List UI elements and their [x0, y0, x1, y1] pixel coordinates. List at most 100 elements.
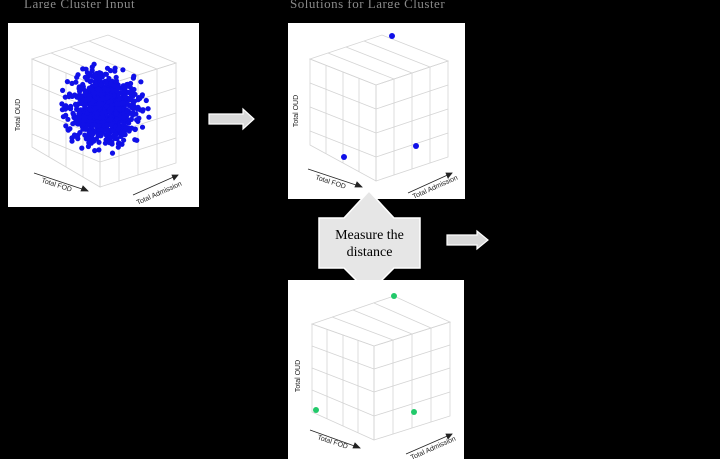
cluster-point — [104, 80, 110, 86]
cluster-point — [146, 114, 152, 120]
reference-ylabel: Total OUD — [295, 360, 302, 392]
cluster-point — [102, 127, 108, 133]
cluster-point — [69, 80, 75, 86]
cluster-point — [73, 79, 79, 85]
cluster-point — [128, 80, 134, 87]
cluster-point — [105, 131, 111, 137]
input-cluster-plot: Total OUD Total FOD Total Admission — [8, 23, 199, 207]
cluster-point — [98, 92, 104, 98]
arrow-to-solution — [208, 107, 255, 131]
solution-point — [341, 154, 347, 160]
cluster-point — [76, 110, 82, 116]
cluster-point — [96, 70, 102, 76]
cluster-point — [103, 137, 109, 143]
cluster-point — [86, 94, 92, 100]
input-title: Large Cluster Input — [24, 0, 136, 8]
cluster-point — [83, 115, 89, 121]
cluster-point — [109, 105, 115, 111]
cluster-point — [122, 84, 128, 91]
cluster-point — [120, 130, 126, 137]
reference-point — [411, 409, 417, 415]
reference-xlabel: Total FOD — [316, 434, 348, 450]
input-ylabel: Total OUD — [15, 99, 22, 131]
cluster-point — [117, 95, 123, 101]
cluster-point — [145, 106, 151, 112]
input-xlabel: Total FOD — [40, 177, 72, 193]
reference-point — [391, 293, 397, 299]
solution-plot: Total OUD Total FOD Total Admission — [288, 23, 465, 199]
cluster-point — [74, 94, 80, 100]
cluster-point — [82, 132, 88, 138]
cluster-point — [113, 110, 119, 116]
cluster-point — [67, 92, 73, 98]
solution-ylabel: Total OUD — [293, 95, 300, 127]
cluster-point — [133, 111, 139, 117]
cluster-point — [83, 88, 89, 94]
cluster-point — [101, 95, 107, 102]
solution-points — [341, 33, 419, 160]
reference-axis-arrows — [309, 429, 453, 455]
cluster-point — [128, 116, 134, 122]
cluster-point — [125, 89, 131, 95]
cluster-point — [87, 114, 93, 120]
measure-distance-label: Measure the distance — [335, 228, 404, 260]
reference-plot: Total OUD Total FOD Total Admission — [288, 280, 464, 459]
cluster-point — [87, 107, 93, 113]
cluster-point — [124, 112, 130, 118]
cluster-point — [71, 132, 78, 138]
cluster-point — [80, 66, 86, 72]
reference-zlabel: Total Admission — [410, 435, 457, 459]
cluster-point — [103, 103, 110, 109]
cluster-point — [137, 95, 143, 101]
cluster-point — [93, 82, 99, 88]
cluster-point — [91, 61, 97, 67]
input-cube-svg: Total OUD Total FOD Total Admission — [15, 34, 183, 207]
cluster-point — [65, 116, 71, 122]
cluster-point — [138, 79, 144, 85]
solution-title: Solutions for Large Cluster — [290, 0, 446, 8]
cluster-point — [63, 123, 69, 129]
cluster-point — [60, 114, 66, 120]
cluster-point — [109, 150, 116, 156]
cluster-point — [84, 111, 90, 117]
cluster-point — [120, 67, 126, 73]
solution-point — [413, 143, 419, 149]
cluster-point — [105, 87, 111, 93]
cluster-point — [89, 136, 95, 142]
cluster-point — [121, 88, 127, 95]
cluster-point — [79, 145, 85, 151]
cluster-point — [119, 141, 125, 147]
cluster-point — [113, 101, 119, 107]
cluster-point — [124, 100, 130, 107]
cluster-point — [139, 124, 146, 130]
arrow-to-output — [446, 229, 489, 251]
cluster-point — [110, 127, 116, 133]
cluster-point — [108, 99, 114, 105]
cluster-point — [92, 72, 98, 78]
cluster-point — [84, 77, 90, 83]
cluster-point — [86, 85, 92, 91]
cluster-point — [109, 121, 115, 127]
cluster-point — [112, 68, 118, 74]
cluster-point — [121, 137, 127, 143]
cluster-point — [135, 118, 141, 124]
cluster-point — [129, 125, 135, 131]
cluster-point — [102, 71, 109, 77]
cluster-point — [99, 110, 105, 117]
cluster-point — [94, 111, 100, 117]
cluster-point — [137, 107, 144, 113]
cluster-point — [104, 122, 110, 128]
cluster-point — [77, 88, 83, 94]
cluster-point — [108, 81, 114, 87]
cluster-point — [123, 124, 129, 131]
cluster-point — [92, 148, 98, 154]
cluster-point — [124, 108, 130, 114]
cluster-point — [60, 87, 66, 93]
input-zlabel: Total Admission — [136, 180, 183, 206]
cluster-point — [89, 67, 95, 74]
solution-point — [389, 33, 395, 39]
cluster-point — [96, 123, 102, 129]
cluster-point — [107, 68, 114, 74]
cluster-point — [85, 143, 91, 150]
input-cluster-points — [59, 61, 152, 156]
